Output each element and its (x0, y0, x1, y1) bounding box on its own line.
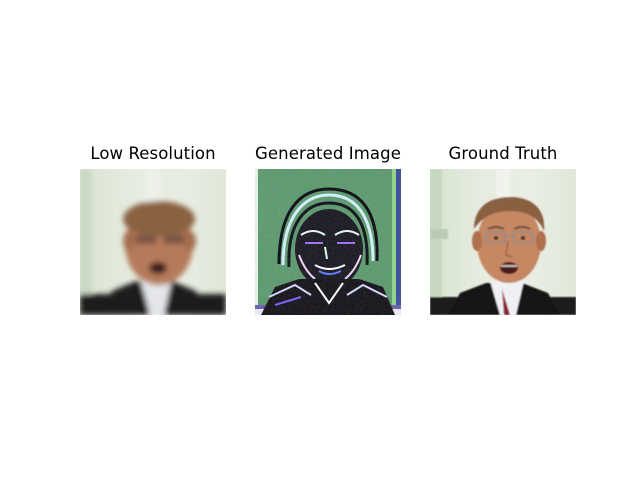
panel-title: Low Resolution (90, 144, 216, 163)
panel-title: Generated Image (255, 144, 401, 163)
generated-image-panel: Generated Image (255, 143, 401, 315)
low-resolution-panel: Low Resolution (80, 143, 226, 315)
ground-truth-image (430, 169, 576, 315)
generated-image (255, 169, 401, 315)
ground-truth-panel: Ground Truth (430, 143, 576, 315)
low-resolution-image (80, 169, 226, 315)
panel-title: Ground Truth (448, 144, 558, 163)
